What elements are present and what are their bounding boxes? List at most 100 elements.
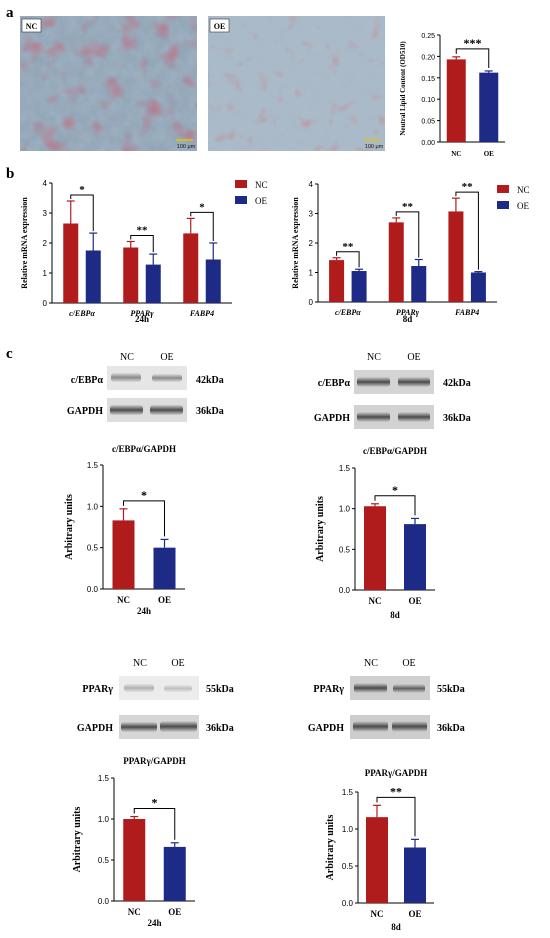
bar-nc xyxy=(123,819,146,901)
band-name-pparg: PPARγ xyxy=(82,684,113,695)
y-tick-label: 0.0 xyxy=(342,899,354,908)
y-tick-label: 0 xyxy=(309,298,314,307)
y-tick-label: 1 xyxy=(43,269,48,278)
band-name-cebpa: c/EBPα xyxy=(71,375,104,386)
band-kda-pparg: 55kDa xyxy=(206,684,234,695)
significance-label: * xyxy=(152,796,158,810)
bar-oe xyxy=(351,271,367,302)
significance-label: * xyxy=(392,483,398,497)
x-category-label: NC xyxy=(371,909,384,919)
y-tick-label: 0.5 xyxy=(98,856,110,865)
y-tick-label: 0.5 xyxy=(339,545,351,554)
legend-swatch-oe xyxy=(497,201,509,209)
x-category-label: c/EBPα xyxy=(335,308,361,317)
significance-label: ** xyxy=(137,225,149,237)
y-tick-label: 0.25 xyxy=(421,33,435,40)
bar-oe xyxy=(404,524,426,590)
bar-oe xyxy=(153,547,176,589)
significance-label: *** xyxy=(464,36,482,50)
y-tick-label: 0.5 xyxy=(342,862,354,871)
y-tick-label: 0.20 xyxy=(421,54,435,61)
x-category-label: FABP4 xyxy=(454,308,479,317)
chart-title: c/EBPα/GAPDH xyxy=(363,446,427,456)
significance-bracket xyxy=(123,500,165,537)
micrograph-oe: OE 100 μm xyxy=(208,16,385,151)
bar-oe xyxy=(411,266,427,302)
chart-subtitle: 8d xyxy=(403,314,413,324)
significance-label: ** xyxy=(342,241,354,253)
lane-label-nc: NC xyxy=(364,658,378,669)
bar-nc xyxy=(123,247,139,303)
band-name-gapdh: GAPDH xyxy=(77,723,113,734)
y-tick-label: 0.0 xyxy=(98,897,110,906)
band-name-cebpa: c/EBPα xyxy=(318,378,351,389)
significance-label: * xyxy=(79,184,85,196)
chart-cebpa-gapdh-24h: 0.0 0.5 1.0 1.5 Arbitrary units c/EBPα/GAPDH 2… xyxy=(64,444,185,616)
legend-swatch-nc xyxy=(235,180,247,188)
legend-swatch-oe xyxy=(235,196,247,204)
band-kda-gapdh: 36kDa xyxy=(196,406,224,417)
y-tick-label: 4 xyxy=(309,180,314,189)
y-tick-label: 1.5 xyxy=(339,464,351,473)
micrograph-tag-nc: NC xyxy=(26,22,38,31)
band-name-gapdh: GAPDH xyxy=(308,723,344,734)
y-tick-label: 3 xyxy=(309,210,314,219)
band-kda-pparg: 55kDa xyxy=(437,684,465,695)
significance-bracket xyxy=(70,194,94,232)
lane-label-nc: NC xyxy=(133,658,147,669)
x-category-label: NC xyxy=(369,596,382,606)
band-name-gapdh: GAPDH xyxy=(67,406,103,417)
panel-label-b: b xyxy=(6,166,14,182)
x-category-label: PPARγ xyxy=(396,308,420,317)
y-tick-label: 2 xyxy=(309,239,314,248)
band-kda-cebpa: 42kDa xyxy=(443,378,471,389)
chart-pparg-gapdh-24h: 0.0 0.5 1.0 1.5 Arbitrary units PPARγ/GAPDH 24… xyxy=(72,756,195,928)
band-name-pparg: PPARγ xyxy=(313,684,344,695)
y-tick-label: 1.0 xyxy=(339,505,351,514)
bar-nc xyxy=(366,817,388,903)
y-axis-label: Neutral Lipid Content (OD510) xyxy=(399,41,407,136)
bar-oe xyxy=(404,847,426,903)
chart-title: PPARγ/GAPDH xyxy=(123,756,186,766)
y-tick-label: 0.0 xyxy=(339,586,351,595)
panel-label-a: a xyxy=(6,5,14,21)
significance-bracket xyxy=(374,495,416,516)
y-tick-label: 1.5 xyxy=(342,788,354,797)
x-category-label: c/EBPα xyxy=(69,309,95,318)
lane-label-oe: OE xyxy=(171,658,184,669)
y-tick-label: 0.05 xyxy=(421,119,435,126)
y-tick-label: 1.0 xyxy=(98,815,110,824)
chart-pparg-gapdh-8d: 0.0 0.5 1.0 1.5 Arbitrary units PPARγ/GAPDH 8d… xyxy=(325,768,434,932)
x-category-label: NC xyxy=(117,595,130,605)
significance-label: * xyxy=(199,201,205,213)
x-category-label: FABP4 xyxy=(189,309,214,318)
bar-oe xyxy=(479,72,499,142)
chart-subtitle: 24h xyxy=(147,918,161,928)
bar-nc xyxy=(112,520,135,589)
bar-nc xyxy=(364,506,386,590)
chart-subtitle: 8d xyxy=(391,922,401,932)
significance-label: ** xyxy=(390,784,402,798)
y-tick-label: 0.5 xyxy=(87,544,99,553)
y-tick-label: 1.5 xyxy=(98,774,110,783)
significance-bracket xyxy=(455,48,490,68)
lane-label-oe: OE xyxy=(402,658,415,669)
bar-nc xyxy=(329,260,345,302)
y-axis-label: Arbitrary units xyxy=(64,494,75,560)
western-blot-pparg-8d: NC OE PPARγ 55kDa GAPDH 36kDa xyxy=(308,658,465,739)
chart-subtitle: 8d xyxy=(390,610,400,620)
x-category-label: OE xyxy=(408,596,421,606)
bar-nc xyxy=(446,59,466,143)
western-blot-cebpa-24h: NC OE c/EBPα 42kDa GAPDH 36kDa xyxy=(67,352,224,422)
y-tick-label: 4 xyxy=(43,179,48,188)
western-blot-cebpa-8d: NC OE c/EBPα 42kDa GAPDH 36kDa xyxy=(314,352,471,429)
significance-bracket xyxy=(395,211,420,258)
y-axis-label: Arbitrary units xyxy=(325,814,336,880)
y-tick-label: 0.15 xyxy=(421,76,435,83)
band-kda-gapdh: 36kDa xyxy=(443,413,471,424)
chart-lipid-content: 0.00 0.05 0.10 0.15 0.20 0.25 Neutral Lipid Co… xyxy=(399,33,505,158)
chart-title: c/EBPα/GAPDH xyxy=(112,444,176,454)
significance-label: ** xyxy=(462,181,474,193)
x-category-label: NC xyxy=(451,150,461,158)
western-blot-pparg-24h: NC OE PPARγ 55kDa GAPDH 36kDa xyxy=(77,658,234,739)
